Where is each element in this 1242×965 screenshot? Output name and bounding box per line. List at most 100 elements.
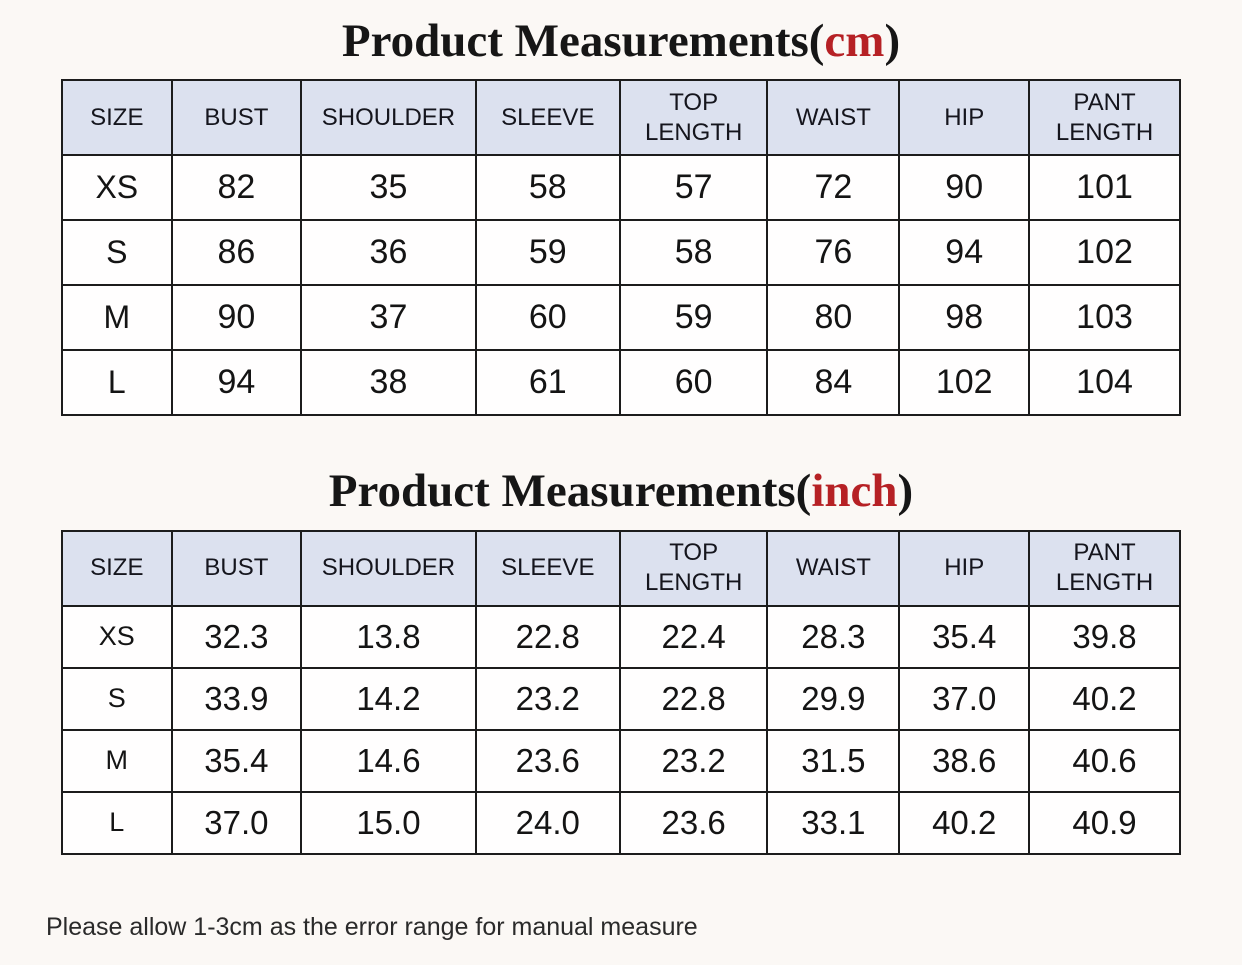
value-cell: 22.4 <box>618 604 769 669</box>
value-cell: 82 <box>170 154 303 222</box>
value-cell: 90 <box>170 284 303 352</box>
title-cm-suffix: ) <box>884 15 901 67</box>
header-cell: TOP LENGTH <box>618 529 769 607</box>
header-cell: TOP LENGTH <box>618 79 769 157</box>
size-cell: XS <box>61 604 173 669</box>
value-cell: 94 <box>898 219 1031 287</box>
value-cell: 24.0 <box>474 790 621 855</box>
header-cell: PANT LENGTH <box>1028 79 1181 157</box>
title-cm-unit: cm <box>824 15 885 67</box>
header-cell: HIP <box>898 529 1031 607</box>
value-cell: 57 <box>618 154 769 222</box>
value-cell: 58 <box>474 154 621 222</box>
value-cell: 23.6 <box>618 790 769 855</box>
table-row: L 37.0 15.0 24.0 23.6 33.1 40.2 40.9 <box>61 790 1181 855</box>
value-cell: 98 <box>898 284 1031 352</box>
table-row: S 86 36 59 58 76 94 102 <box>61 219 1181 287</box>
size-cell: S <box>61 666 173 731</box>
value-cell: 33.1 <box>766 790 901 855</box>
header-row: SIZE BUST SHOULDER SLEEVE TOP LENGTH WAIST HIP… <box>61 79 1181 157</box>
header-cell: SIZE <box>61 79 173 157</box>
value-cell: 40.6 <box>1028 728 1181 793</box>
value-cell: 15.0 <box>300 790 477 855</box>
value-cell: 37.0 <box>170 790 303 855</box>
title-inch-unit: inch <box>811 465 898 518</box>
value-cell: 35.4 <box>170 728 303 793</box>
value-cell: 33.9 <box>170 666 303 731</box>
size-cell: M <box>61 284 173 352</box>
value-cell: 86 <box>170 219 303 287</box>
value-cell: 76 <box>766 219 901 287</box>
header-cell: BUST <box>170 529 303 607</box>
value-cell: 102 <box>898 349 1031 417</box>
value-cell: 61 <box>474 349 621 417</box>
size-cell: L <box>61 790 173 855</box>
header-cell: SLEEVE <box>474 529 621 607</box>
value-cell: 14.6 <box>300 728 477 793</box>
value-cell: 22.8 <box>474 604 621 669</box>
size-cell: M <box>61 728 173 793</box>
header-cell: WAIST <box>766 529 901 607</box>
value-cell: 37 <box>300 284 477 352</box>
value-cell: 59 <box>618 284 769 352</box>
header-cell: HIP <box>898 79 1031 157</box>
value-cell: 38 <box>300 349 477 417</box>
title-inch: Product Measurements(inch) <box>0 416 1242 523</box>
title-inch-suffix: ) <box>897 465 914 518</box>
value-cell: 58 <box>618 219 769 287</box>
value-cell: 60 <box>474 284 621 352</box>
value-cell: 102 <box>1028 219 1181 287</box>
header-cell: BUST <box>170 79 303 157</box>
value-cell: 60 <box>618 349 769 417</box>
value-cell: 29.9 <box>766 666 901 731</box>
value-cell: 22.8 <box>618 666 769 731</box>
value-cell: 28.3 <box>766 604 901 669</box>
header-cell: SHOULDER <box>300 79 477 157</box>
value-cell: 35 <box>300 154 477 222</box>
value-cell: 104 <box>1028 349 1181 417</box>
value-cell: 23.6 <box>474 728 621 793</box>
value-cell: 39.8 <box>1028 604 1181 669</box>
size-cell: L <box>61 349 173 417</box>
value-cell: 31.5 <box>766 728 901 793</box>
header-cell: PANT LENGTH <box>1028 529 1181 607</box>
value-cell: 40.2 <box>1028 666 1181 731</box>
header-cell: WAIST <box>766 79 901 157</box>
table-row: XS 32.3 13.8 22.8 22.4 28.3 35.4 39.8 <box>61 604 1181 669</box>
value-cell: 35.4 <box>898 604 1031 669</box>
table-row: M 35.4 14.6 23.6 23.2 31.5 38.6 40.6 <box>61 728 1181 793</box>
title-inch-prefix: Product Measurements( <box>328 465 812 518</box>
table-row: XS 82 35 58 57 72 90 101 <box>61 154 1181 222</box>
header-cell: SIZE <box>61 529 173 607</box>
header-row: SIZE BUST SHOULDER SLEEVE TOP LENGTH WAIST HIP… <box>61 529 1181 607</box>
title-cm: Product Measurements(cm) <box>0 0 1242 73</box>
value-cell: 32.3 <box>170 604 303 669</box>
value-cell: 13.8 <box>300 604 477 669</box>
value-cell: 59 <box>474 219 621 287</box>
value-cell: 80 <box>766 284 901 352</box>
value-cell: 23.2 <box>618 728 769 793</box>
title-cm-prefix: Product Measurements( <box>341 15 825 67</box>
header-cell: SLEEVE <box>474 79 621 157</box>
table-row: M 90 37 60 59 80 98 103 <box>61 284 1181 352</box>
value-cell: 37.0 <box>898 666 1031 731</box>
value-cell: 84 <box>766 349 901 417</box>
value-cell: 72 <box>766 154 901 222</box>
value-cell: 40.9 <box>1028 790 1181 855</box>
value-cell: 14.2 <box>300 666 477 731</box>
size-cell: S <box>61 219 173 287</box>
value-cell: 101 <box>1028 154 1181 222</box>
value-cell: 40.2 <box>898 790 1031 855</box>
measure-error-note: Please allow 1-3cm as the error range fo… <box>46 912 698 941</box>
table-row: L 94 38 61 60 84 102 104 <box>61 349 1181 417</box>
value-cell: 90 <box>898 154 1031 222</box>
value-cell: 23.2 <box>474 666 621 731</box>
value-cell: 103 <box>1028 284 1181 352</box>
value-cell: 94 <box>170 349 303 417</box>
header-cell: SHOULDER <box>300 529 477 607</box>
measurements-table-cm: SIZE BUST SHOULDER SLEEVE TOP LENGTH WAIST HIP… <box>61 79 1181 417</box>
size-cell: XS <box>61 154 173 222</box>
value-cell: 36 <box>300 219 477 287</box>
measurements-table-inch: SIZE BUST SHOULDER SLEEVE TOP LENGTH WAIST HIP… <box>61 529 1181 855</box>
